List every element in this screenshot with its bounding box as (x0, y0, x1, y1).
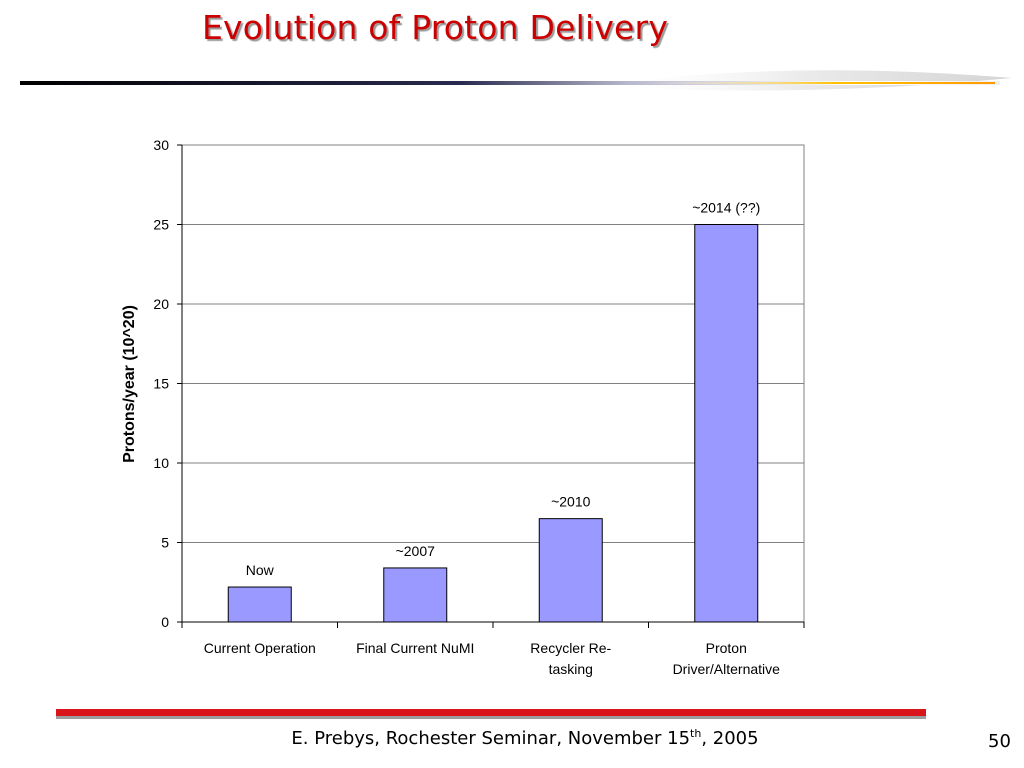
x-tick-labels: Current Operation Final Current NuMI Recyc… (204, 640, 780, 677)
x-tick-label: Proton (706, 640, 747, 656)
bar-data-label: ~2007 (396, 543, 436, 559)
y-tick-labels: 0 5 10 15 20 25 30 (153, 137, 169, 630)
bar-chart: 0 5 10 15 20 25 30 Current Operation Final Curr… (121, 137, 805, 677)
x-tick-label: Current Operation (204, 640, 316, 656)
footer-citation: E. Prebys, Rochester Seminar, November 1… (0, 727, 1024, 749)
bar (227, 586, 292, 623)
y-tick-label: 0 (161, 614, 169, 630)
slide-title: Evolution of Proton Delivery (201, 8, 669, 47)
bar (383, 567, 448, 623)
bar-data-label: ~2010 (551, 494, 591, 510)
title-divider (20, 70, 1012, 91)
bar (694, 224, 759, 623)
y-tick-label: 5 (161, 535, 169, 551)
y-axis-label: Protons/year (10^20) (121, 305, 138, 463)
x-tick-label: Recycler Re- (530, 640, 611, 656)
footer-divider (56, 709, 926, 719)
footer-text-tail: , 2005 (701, 728, 759, 749)
y-tick-label: 10 (153, 455, 169, 471)
x-tick-label: Final Current NuMI (356, 640, 474, 656)
bars (227, 224, 759, 623)
footer-text-sup: th (690, 727, 702, 740)
page-number: 50 (988, 731, 1011, 752)
bar-data-label: ~2014 (??) (692, 200, 760, 216)
bar-labels: Now ~2007 ~2010 ~2014 (??) (246, 200, 761, 579)
y-tick-label: 25 (153, 217, 169, 233)
x-tick-label: tasking (549, 661, 593, 677)
y-tick-label: 30 (153, 137, 169, 153)
y-tick-label: 20 (153, 296, 169, 312)
bar-data-label: Now (246, 562, 275, 578)
bar (538, 518, 603, 623)
footer-text-main: E. Prebys, Rochester Seminar, November 1… (291, 728, 691, 749)
y-tick-label: 15 (153, 376, 169, 392)
x-tick-label: Driver/Alternative (673, 661, 781, 677)
